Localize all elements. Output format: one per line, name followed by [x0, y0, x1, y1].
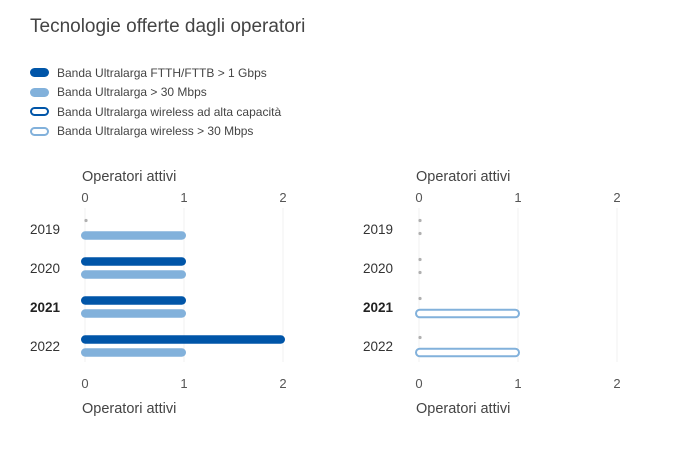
- year-label: 2020: [30, 261, 60, 276]
- legend-swatch-wireless-alta: [30, 107, 49, 117]
- legend-swatch-ftth: [30, 68, 49, 78]
- legend-label-wireless-alta: Banda Ultralarga wireless ad alta capaci…: [57, 104, 282, 119]
- x-tick-bottom: 1: [514, 376, 521, 391]
- zero-value-dot: [418, 270, 422, 275]
- legend-swatch-30mbps: [30, 87, 49, 97]
- bar[interactable]: [415, 308, 520, 319]
- legend-label-ftth: Banda Ultralarga FTTH/FTTB > 1 Gbps: [57, 65, 267, 80]
- bar[interactable]: [81, 231, 186, 240]
- x-tick-top: 2: [613, 190, 620, 205]
- legend: Banda Ultralarga FTTH/FTTB > 1 Gbps Band…: [30, 63, 281, 141]
- bar[interactable]: [81, 309, 186, 318]
- x-tick-top: 2: [279, 190, 286, 205]
- chart-1: Operatori attivi Operatori attivi 0 0 1 1 2 2 20…: [30, 169, 287, 417]
- bar[interactable]: [81, 296, 186, 305]
- year-label: 2022: [363, 339, 393, 354]
- legend-item-wireless-alta[interactable]: Banda Ultralarga wireless ad alta capaci…: [30, 102, 281, 122]
- year-label: 2019: [363, 222, 393, 237]
- legend-label-wireless-30: Banda Ultralarga wireless > 30 Mbps: [57, 124, 254, 139]
- x-axis-title-top: Operatori attivi: [82, 169, 176, 185]
- legend-swatch-wireless-30: [30, 126, 49, 136]
- year-label: 2021: [363, 300, 394, 315]
- x-tick-bottom: 0: [81, 376, 88, 391]
- x-axis-title-bottom: Operatori attivi: [416, 401, 510, 417]
- chart-title: Tecnologie offerte dagli operatori: [30, 16, 306, 37]
- legend-item-30mbps[interactable]: Banda Ultralarga > 30 Mbps: [30, 83, 281, 103]
- zero-value-dot: [418, 231, 422, 236]
- zero-value-dot: [418, 218, 422, 223]
- x-tick-bottom: 1: [180, 376, 187, 391]
- legend-item-wireless-30[interactable]: Banda Ultralarga wireless > 30 Mbps: [30, 122, 281, 142]
- x-tick-bottom: 2: [279, 376, 286, 391]
- x-tick-bottom: 2: [613, 376, 620, 391]
- bar[interactable]: [81, 348, 186, 357]
- x-tick-top: 0: [81, 190, 88, 205]
- year-label: 2022: [30, 339, 60, 354]
- x-tick-top: 0: [415, 190, 422, 205]
- x-tick-top: 1: [514, 190, 521, 205]
- bar[interactable]: [415, 347, 520, 358]
- bar[interactable]: [81, 270, 186, 279]
- year-label: 2019: [30, 222, 60, 237]
- bar[interactable]: [81, 335, 285, 344]
- x-tick-bottom: 0: [415, 376, 422, 391]
- bar[interactable]: [81, 257, 186, 266]
- legend-label-30mbps: Banda Ultralarga > 30 Mbps: [57, 85, 207, 100]
- x-axis-title-top: Operatori attivi: [416, 169, 510, 185]
- zero-value-dot: [418, 257, 422, 262]
- year-label: 2021: [30, 300, 61, 315]
- x-tick-top: 1: [180, 190, 187, 205]
- zero-value-dot: [84, 218, 88, 223]
- legend-item-ftth[interactable]: Banda Ultralarga FTTH/FTTB > 1 Gbps: [30, 63, 281, 83]
- x-axis-title-bottom: Operatori attivi: [82, 401, 176, 417]
- zero-value-dot: [418, 335, 422, 340]
- chart-2: Operatori attivi Operatori attivi 0 0 1 1 2 2 20…: [363, 169, 621, 417]
- zero-value-dot: [418, 296, 422, 301]
- year-label: 2020: [363, 261, 393, 276]
